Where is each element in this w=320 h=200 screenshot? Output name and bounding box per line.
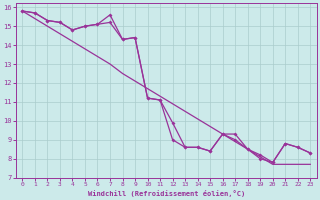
X-axis label: Windchill (Refroidissement éolien,°C): Windchill (Refroidissement éolien,°C) <box>88 190 245 197</box>
